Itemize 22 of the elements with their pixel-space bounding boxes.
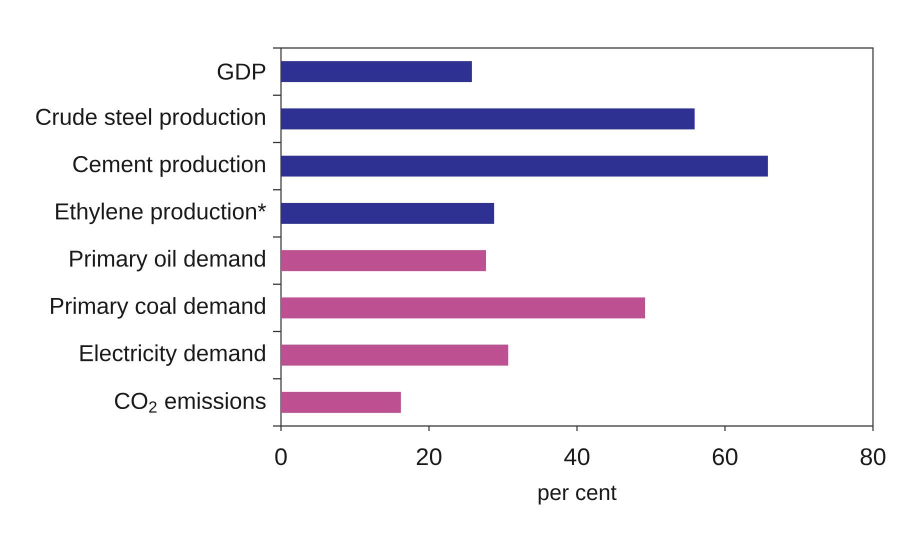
y-tick-label: Electricity demand [80, 344, 265, 366]
bar [281, 108, 695, 130]
bar [281, 297, 646, 318]
y-tick-label: Ethylene production* [56, 202, 266, 224]
x-axis-title: per cent [538, 486, 617, 505]
y-tick-label: Primary coal demand [51, 297, 265, 319]
y-tick-label: Primary oil demand [70, 250, 265, 272]
bar [281, 202, 494, 224]
y-tick-label: CO$_{2}$ emissions [115, 392, 266, 413]
x-tick-label: 40 [564, 448, 590, 466]
x-tick-label: 80 [860, 448, 886, 466]
x-tick-label: 20 [416, 448, 442, 466]
bar [281, 344, 508, 366]
x-tick-label: 60 [712, 448, 738, 466]
y-tick-label: Cement production [73, 155, 265, 177]
y-tick-label: Crude steel production [36, 108, 265, 130]
bar [281, 156, 768, 177]
bar [281, 61, 472, 82]
y-tick-label: GDP [218, 63, 266, 80]
x-tick-label: 0 [275, 448, 287, 466]
bar [281, 250, 486, 272]
bar [281, 392, 401, 413]
